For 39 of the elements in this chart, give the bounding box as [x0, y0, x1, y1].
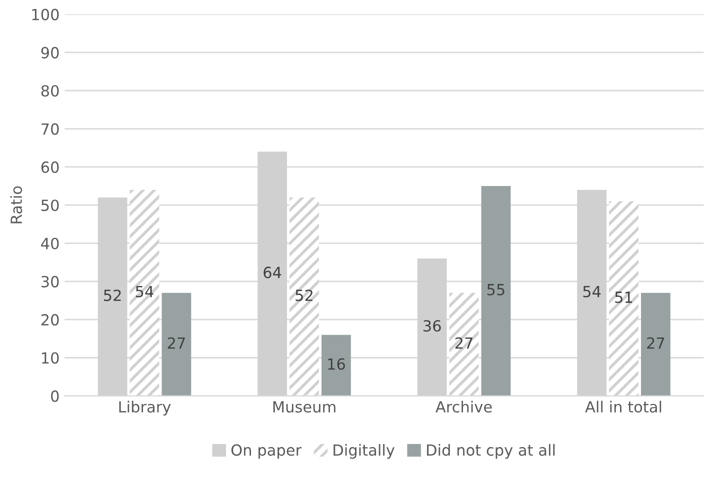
data-label: 16: [328, 358, 345, 370]
y-tick-label: 80: [41, 85, 59, 97]
data-label: 36: [424, 320, 441, 332]
x-tick-label: Archive: [436, 400, 492, 413]
legend-label: Did not cpy at all: [427, 444, 555, 459]
y-tick-label: 0: [51, 390, 59, 402]
y-tick-label: 10: [42, 352, 59, 364]
data-label: 27: [647, 337, 664, 349]
bar: [290, 197, 319, 396]
data-label: 27: [455, 337, 472, 349]
y-tick-label: 90: [41, 46, 59, 58]
x-tick-label: Library: [119, 400, 171, 416]
legend-label: On paper: [231, 444, 302, 459]
data-label: 52: [104, 290, 121, 302]
data-label: 52: [296, 290, 312, 302]
y-tick-label: 100: [32, 8, 59, 20]
y-tick-label: 40: [41, 238, 59, 250]
x-tick-label: All in total: [585, 400, 662, 413]
bar: [609, 201, 638, 396]
bar: [130, 190, 160, 396]
data-label: 27: [168, 337, 185, 349]
data-label: 55: [487, 284, 504, 296]
y-axis-title: Ratio: [10, 186, 22, 224]
y-tick-label: 20: [41, 314, 59, 326]
bar: [449, 292, 479, 396]
x-tick-label: Museum: [273, 401, 336, 413]
y-tick-label: 30: [41, 276, 59, 288]
bar: [481, 186, 511, 396]
bar: [162, 292, 192, 396]
bar: [322, 334, 351, 396]
data-label: 54: [583, 286, 601, 298]
data-label: 64: [264, 266, 282, 278]
data-label: 51: [615, 292, 632, 304]
legend-label: Digitally: [334, 444, 395, 459]
data-label: 54: [136, 286, 154, 298]
y-tick-label: 70: [42, 123, 59, 135]
bar: [641, 292, 670, 396]
y-tick-label: 50: [41, 200, 59, 212]
y-tick-label: 60: [41, 161, 59, 173]
